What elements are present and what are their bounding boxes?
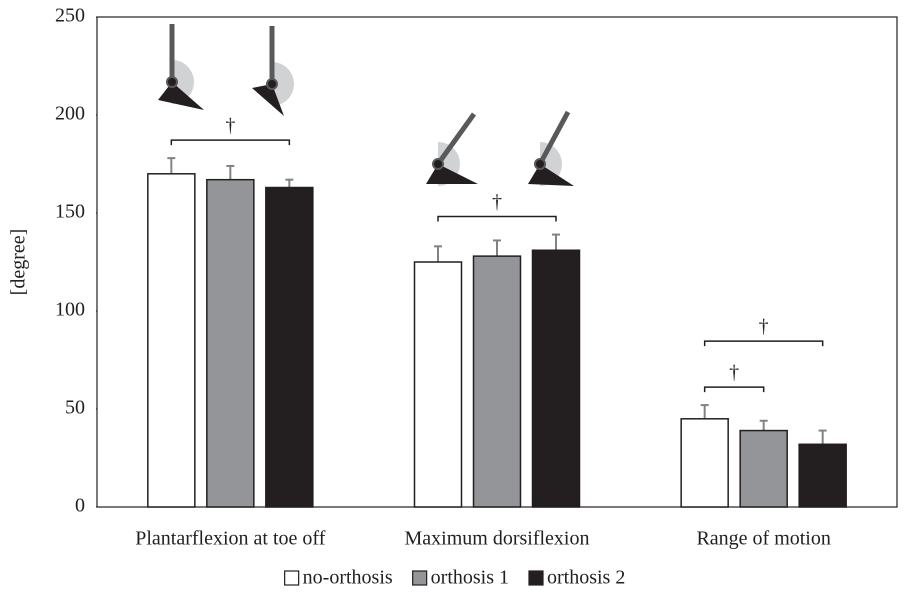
- x-tick-label: Plantarflexion at toe off: [135, 528, 325, 550]
- y-tick-label: 150: [55, 201, 85, 223]
- bar: [147, 173, 196, 508]
- bar: [206, 178, 255, 508]
- icon-dorsiflexion: [528, 110, 574, 186]
- significance-mark: †: [225, 115, 235, 137]
- legend-swatch: [528, 570, 544, 586]
- x-tick-label: Range of motion: [696, 528, 830, 550]
- icon-dorsiflexion: [426, 112, 478, 186]
- ankle-icons: [158, 24, 574, 186]
- legend-swatch: [284, 570, 300, 586]
- bar: [265, 186, 314, 508]
- bar: [413, 261, 463, 508]
- bar: [798, 443, 847, 508]
- bar: [680, 418, 729, 508]
- significance-bracket: [703, 386, 765, 393]
- bar: [472, 255, 522, 508]
- icon-plantarflexion: [158, 24, 204, 110]
- y-tick-label: 250: [55, 5, 85, 27]
- significance-bracket: [170, 139, 291, 146]
- y-tick-label: 100: [55, 299, 85, 321]
- significance-bracket: [437, 215, 557, 222]
- y-axis-label: [degree]: [8, 229, 30, 296]
- bar: [739, 429, 788, 508]
- icon-plantarflexion: [252, 26, 294, 116]
- y-tick-label: 200: [55, 103, 85, 125]
- legend-label: orthosis 2: [547, 567, 625, 589]
- significance-bracket: [703, 340, 824, 347]
- significance-mark: †: [759, 316, 769, 338]
- significance-mark: †: [729, 362, 739, 384]
- significance-mark: †: [492, 191, 502, 213]
- x-tick-label: Maximum dorsiflexion: [405, 528, 590, 550]
- legend-swatch: [412, 570, 428, 586]
- legend-label: no-orthosis: [303, 567, 393, 589]
- legend-label: orthosis 1: [431, 567, 509, 589]
- y-tick-label: 0: [75, 495, 85, 517]
- y-tick-label: 50: [65, 397, 85, 419]
- bar: [531, 249, 581, 508]
